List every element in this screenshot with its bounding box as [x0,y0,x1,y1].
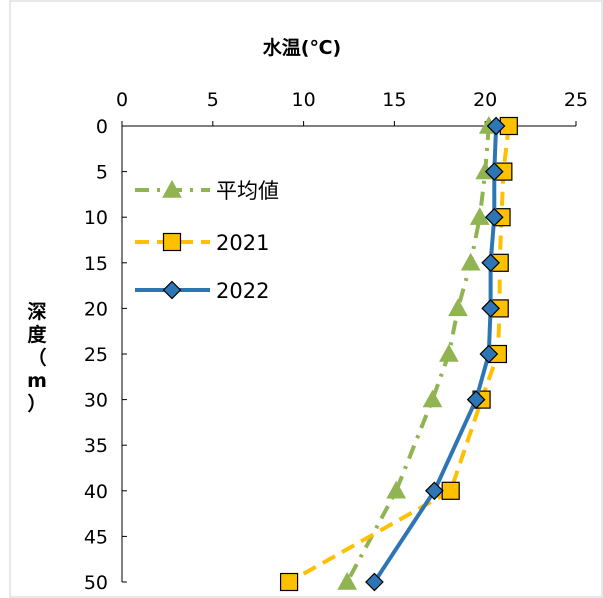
legend-item: 2021 [135,231,269,255]
triangle-marker [386,480,407,499]
series-2022 [365,116,506,592]
diamond-marker [425,481,444,501]
y-tick-label: 30 [84,390,108,412]
y-tick-label: 20 [84,298,108,320]
diamond-marker [162,280,182,300]
triangle-marker [337,571,358,590]
y-tick-label: 50 [84,572,108,594]
triangle-marker [439,343,459,362]
triangle-marker [448,298,468,317]
x-tick-label: 0 [116,89,128,111]
y-tick-label: 5 [96,162,108,184]
legend: 平均値 2021 2022 [135,179,279,303]
diamond-marker [481,299,500,318]
legend-item: 2022 [135,279,269,303]
triangle-marker [162,179,182,198]
x-tick-label: 20 [473,89,497,111]
legend-item: 平均値 [135,179,279,203]
diamond-marker [484,162,504,181]
triangle-marker [460,252,481,271]
y-tick-label: 45 [84,526,108,548]
x-tick-label: 25 [564,89,588,111]
y-axis-title: 深度（ m） [27,300,47,415]
x-axis-title: 水温(℃) [263,37,341,59]
diamond-marker [484,207,504,227]
y-tick-label: 15 [84,253,108,275]
triangle-marker [469,207,490,225]
diamond-marker [466,390,486,409]
y-tick-label: 35 [84,435,108,457]
x-tick-label: 15 [382,89,406,111]
square-marker [162,232,182,252]
diamond-marker [365,572,384,592]
series-平均値 [337,115,499,590]
diamond-marker [479,344,499,364]
legend-label: 2022 [216,279,269,303]
y-tick-label: 0 [96,116,108,138]
triangle-marker [422,389,443,408]
x-tick-label: 10 [292,89,316,111]
square-marker [279,572,299,592]
chart-border [9,0,603,598]
series-layer [279,115,518,592]
square-marker [441,481,460,500]
x-tick-label: 5 [207,89,219,111]
legend-label: 2021 [216,231,269,255]
diamond-marker [486,116,506,136]
y-tick-label: 40 [84,481,108,503]
y-tick-label: 10 [84,207,108,229]
y-tick-label: 25 [84,344,108,366]
legend-label: 平均値 [216,179,279,203]
diamond-marker [481,253,500,273]
